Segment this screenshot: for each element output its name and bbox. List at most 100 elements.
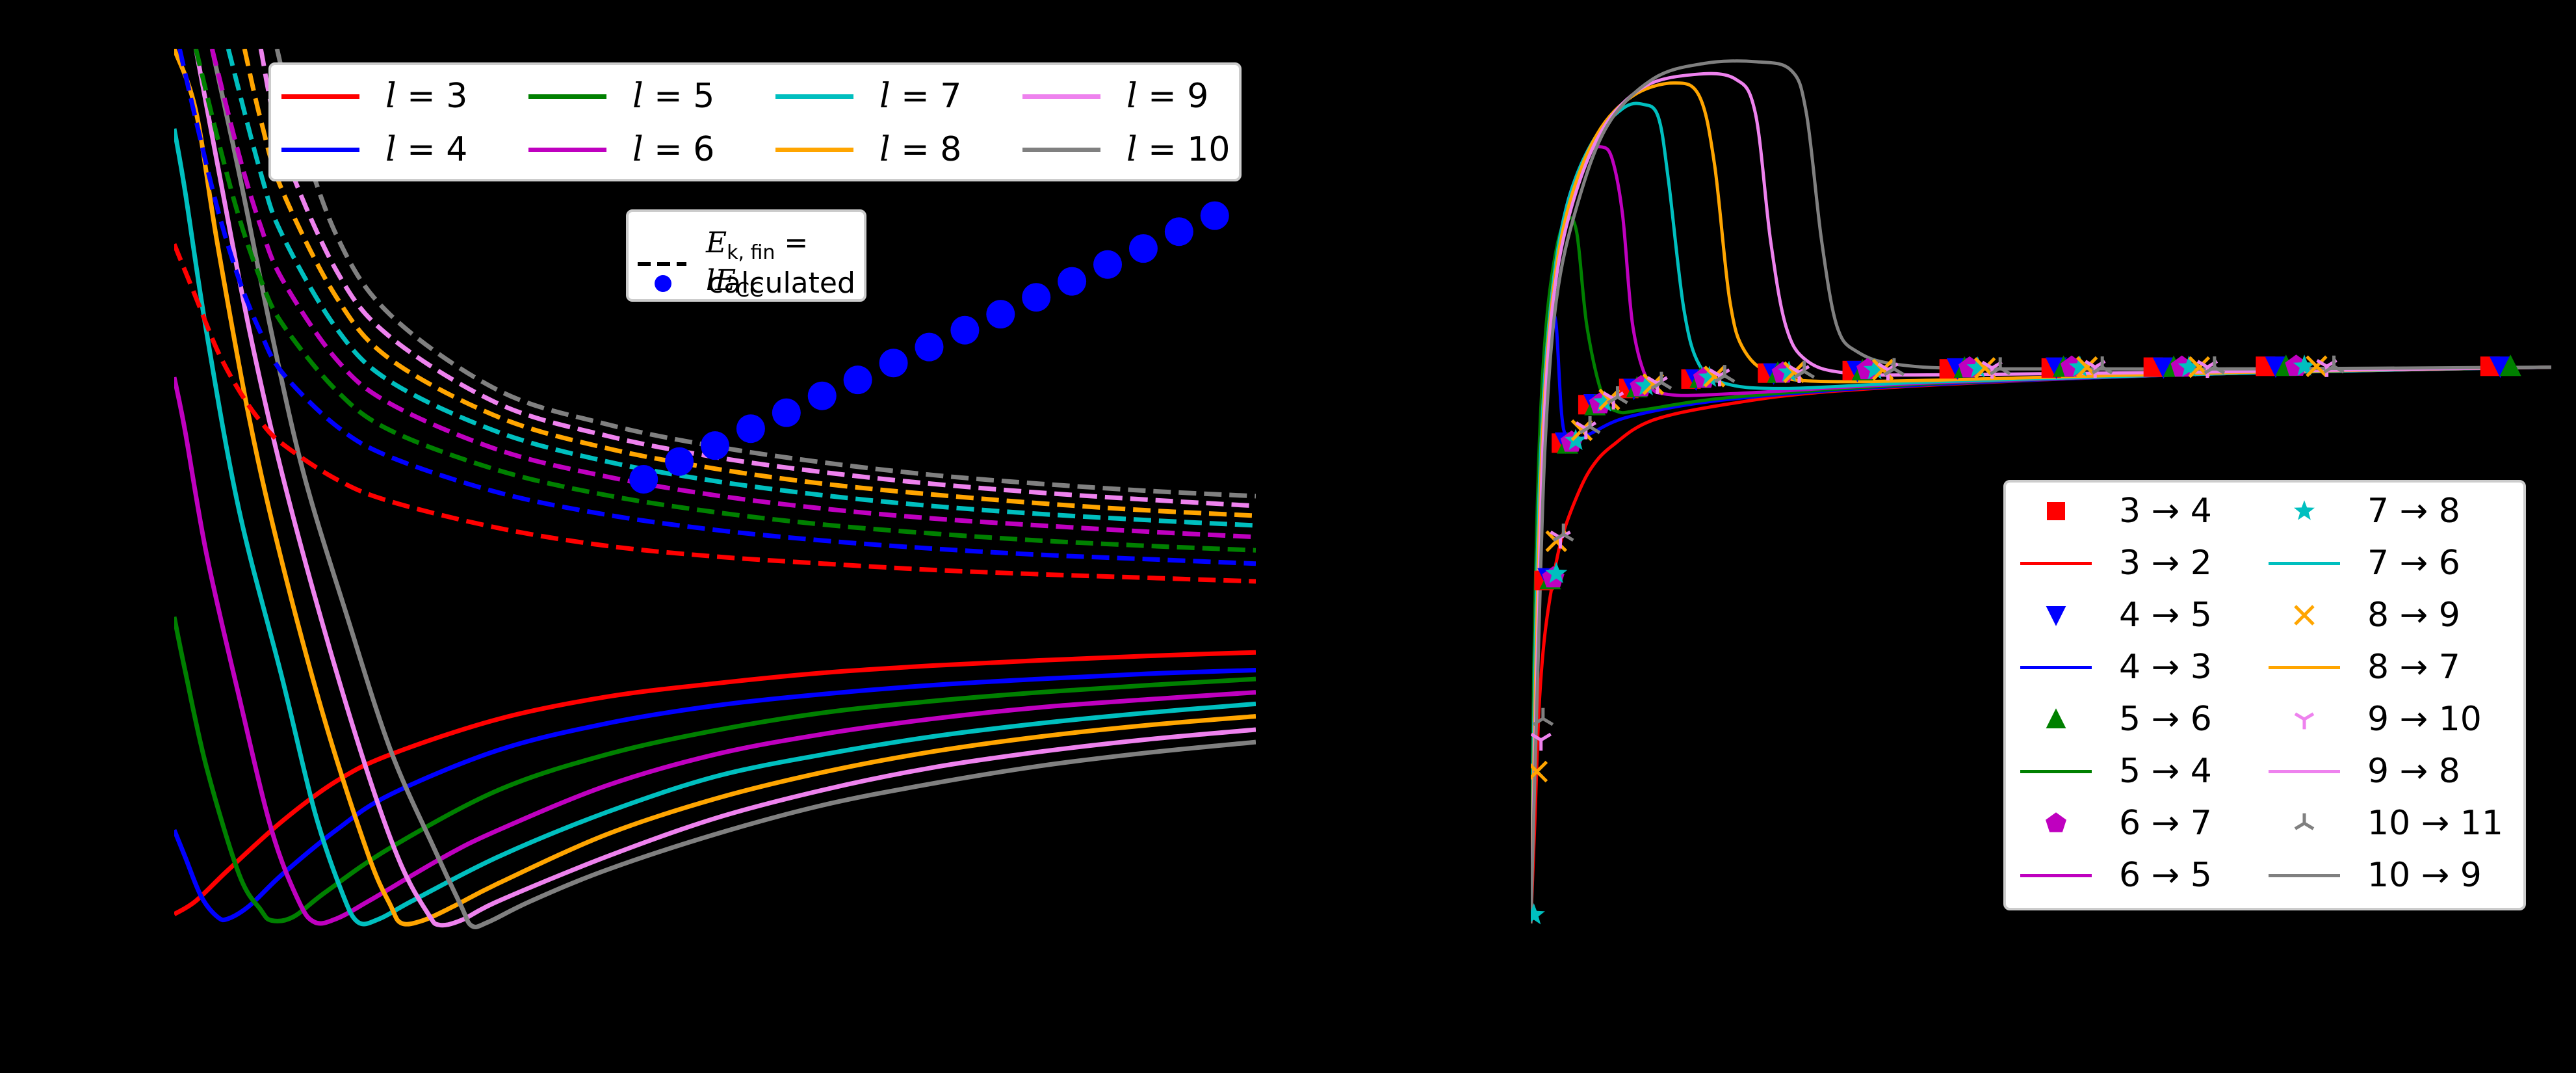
legend-line-swatch xyxy=(281,94,359,99)
series-line xyxy=(177,49,1256,566)
legend-label: 5 → 4 xyxy=(2119,752,2212,791)
legend-line-swatch xyxy=(2269,651,2340,683)
legend-line-swatch xyxy=(2020,547,2092,579)
series-line xyxy=(174,377,1256,926)
legend-line-swatch xyxy=(528,147,606,152)
series-line xyxy=(209,49,1256,929)
legend-line-swatch xyxy=(2020,859,2092,892)
legend-item-l: l = 8 xyxy=(775,130,961,169)
legend-line-swatch xyxy=(528,94,606,99)
legend-label: l = 7 xyxy=(879,77,962,116)
legend-item-l: l = 9 xyxy=(1022,77,1208,116)
circle-marker-icon xyxy=(655,274,671,292)
legend-item-transition: 5 → 6 xyxy=(2020,700,2212,739)
legend-item-transition: 10 → 9 xyxy=(2269,856,2482,895)
series-line xyxy=(174,49,1256,927)
legend-item-l: l = 5 xyxy=(528,77,714,116)
legend-line-swatch xyxy=(2020,755,2092,788)
legend-item-calculated: calculated xyxy=(655,267,855,300)
legend-item-transition: 8 → 7 xyxy=(2269,648,2460,687)
legend-item-transition: 5 → 4 xyxy=(2020,752,2212,791)
legend-item-transition: 6 → 5 xyxy=(2020,856,2212,895)
series-line xyxy=(174,128,1256,927)
legend-item-transition: 3 → 4 xyxy=(2020,492,2212,531)
legend-item-transition: 10 → 11 xyxy=(2269,804,2503,843)
series-line xyxy=(174,616,1256,923)
legend-item-transition: 7 → 8 xyxy=(2269,492,2460,531)
legend-item-transition: 8 → 9 xyxy=(2269,596,2460,635)
legend-line-swatch xyxy=(281,147,359,152)
legend-label: l = 3 xyxy=(385,77,468,116)
legend-label: l = 9 xyxy=(1126,77,1209,116)
series-line xyxy=(274,49,1256,499)
triangle-down-marker-icon xyxy=(2020,599,2092,631)
legend-item-dashed: Ek, fin = lECC xyxy=(638,226,864,302)
dashed-line-icon xyxy=(638,261,686,266)
legend-item-transition: 3 → 2 xyxy=(2020,544,2212,583)
pentagon-marker-icon xyxy=(2020,807,2092,840)
legend-item-l: l = 4 xyxy=(281,130,467,169)
legend-item-l: l = 7 xyxy=(775,77,961,116)
legend-label: 7 → 6 xyxy=(2367,544,2460,583)
legend-label: 7 → 8 xyxy=(2367,492,2460,531)
square-marker-icon xyxy=(2020,495,2092,527)
legend-label: 6 → 5 xyxy=(2119,856,2212,895)
legend-label: 8 → 9 xyxy=(2367,596,2460,635)
legend-label: 3 → 2 xyxy=(2119,544,2212,583)
legend-label: 4 → 5 xyxy=(2119,596,2212,635)
legend-label: l = 6 xyxy=(632,130,715,169)
series-line xyxy=(1531,59,2551,924)
series-line xyxy=(242,49,1256,518)
series-markers xyxy=(1531,354,2316,925)
left-plot-area xyxy=(174,49,1256,929)
x-marker-icon xyxy=(2269,599,2340,631)
series-line xyxy=(1531,72,2551,924)
legend-item-transition: 6 → 7 xyxy=(2020,804,2212,843)
series-line xyxy=(209,49,1256,540)
triangle-up-marker-icon xyxy=(2020,703,2092,735)
legend-line-swatch xyxy=(1022,94,1100,99)
legend-label: 9 → 10 xyxy=(2367,700,2482,739)
legend-label: 4 → 3 xyxy=(2119,648,2212,687)
legend-calculated-label: calculated xyxy=(708,267,855,300)
legend-label: l = 5 xyxy=(632,77,715,116)
legend-label: 9 → 8 xyxy=(2367,752,2460,791)
series-line xyxy=(258,49,1256,509)
series-line xyxy=(226,49,1256,528)
legend-item-transition: 4 → 5 xyxy=(2020,596,2212,635)
series-markers xyxy=(629,201,1229,494)
legend-line-swatch xyxy=(1022,147,1100,152)
legend-label: l = 10 xyxy=(1126,130,1230,169)
legend-line-swatch xyxy=(775,94,853,99)
legend-line-swatch xyxy=(2269,547,2340,579)
right-plot-area xyxy=(1531,59,2551,925)
legend-item-transition: 9 → 8 xyxy=(2269,752,2460,791)
legend-line-swatch xyxy=(775,147,853,152)
series-line xyxy=(174,243,1256,584)
legend-label: l = 8 xyxy=(879,130,962,169)
legend-line-swatch xyxy=(2269,859,2340,892)
legend-label: l = 4 xyxy=(385,130,468,169)
left-legend-l-values: l = 3 l = 4 l = 5 l = 6 l = 7 l = 8 l = … xyxy=(268,62,1242,181)
legend-item-l: l = 6 xyxy=(528,130,714,169)
tri-up-marker-icon xyxy=(2269,807,2340,840)
legend-label: 8 → 7 xyxy=(2367,648,2460,687)
series-line xyxy=(193,49,1256,928)
legend-label: 5 → 6 xyxy=(2119,700,2212,739)
legend-label: 3 → 4 xyxy=(2119,492,2212,531)
legend-label: 10 → 11 xyxy=(2367,804,2503,843)
legend-item-transition: 9 → 10 xyxy=(2269,700,2482,739)
legend-dashed-label: Ek, fin = lECC xyxy=(705,226,809,302)
legend-item-transition: 7 → 6 xyxy=(2269,544,2460,583)
legend-line-swatch xyxy=(2020,651,2092,683)
series-line xyxy=(193,49,1256,553)
series-line xyxy=(174,668,1256,923)
legend-item-l: l = 3 xyxy=(281,77,467,116)
left-legend-model: Ek, fin = lECC calculated xyxy=(626,209,866,302)
legend-item-l: l = 10 xyxy=(1022,130,1230,169)
star-marker-icon xyxy=(2269,495,2340,527)
legend-label: 10 → 9 xyxy=(2367,856,2482,895)
legend-line-swatch xyxy=(2269,755,2340,788)
legend-item-transition: 4 → 3 xyxy=(2020,648,2212,687)
